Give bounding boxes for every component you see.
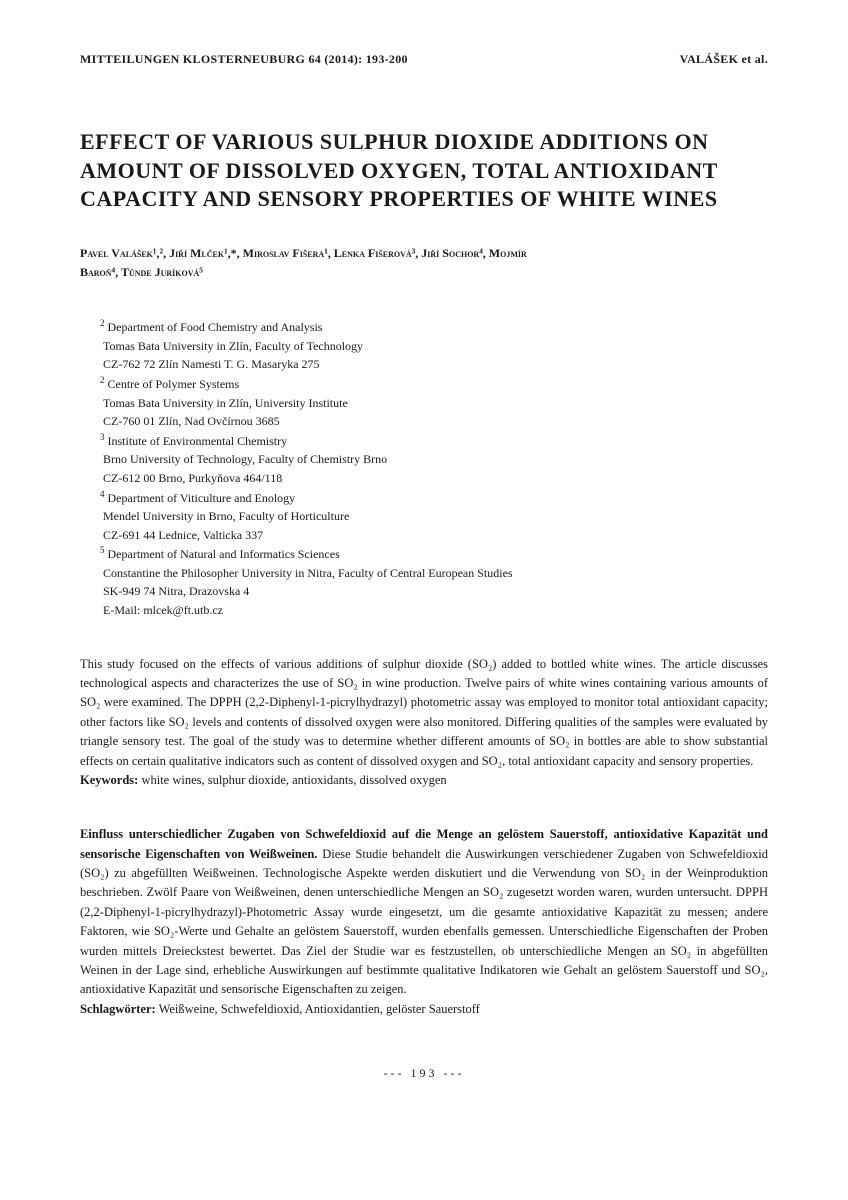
page-header: MITTEILUNGEN KLOSTERNEUBURG 64 (2014): 1… [80, 50, 768, 68]
abstract-en-text: This study focused on the effects of var… [80, 657, 768, 768]
affiliation-5: 5 Department of Natural and Informatics … [100, 544, 768, 601]
abstract-de-text: Diese Studie behandelt die Auswirkungen … [80, 847, 768, 997]
authors-line-2: Baroň⁴, Tünde Juríková⁵ [80, 265, 203, 279]
keywords-label-de: Schlagwörter: [80, 1002, 156, 1016]
keywords-label-en: Keywords: [80, 773, 138, 787]
keywords-de: Weißweine, Schwefeldioxid, Antioxidantie… [159, 1002, 480, 1016]
affiliation-1: 2 Department of Food Chemistry and Analy… [100, 317, 768, 374]
authors-line-1: Pavel Valášek¹,², Jiří Mlček¹,*, Mirosla… [80, 246, 527, 260]
page-number: --- 193 --- [80, 1064, 768, 1082]
affiliations-block: 2 Department of Food Chemistry and Analy… [100, 317, 768, 620]
journal-reference: MITTEILUNGEN KLOSTERNEUBURG 64 (2014): 1… [80, 50, 408, 68]
affiliation-3: 3 Institute of Environmental Chemistry B… [100, 431, 768, 488]
authors-list: Pavel Valášek¹,², Jiří Mlček¹,*, Mirosla… [80, 244, 768, 282]
author-short: VALÁŠEK et al. [680, 50, 768, 68]
abstract-german: Einfluss unterschiedlicher Zugaben von S… [80, 825, 768, 1019]
affiliation-2: 2 Centre of Polymer Systems Tomas Bata U… [100, 374, 768, 431]
article-title: EFFECT OF VARIOUS SULPHUR DIOXIDE ADDITI… [80, 128, 768, 214]
abstract-english: This study focused on the effects of var… [80, 655, 768, 791]
correspondence-email: E-Mail: mlcek@ft.utb.cz [100, 601, 768, 620]
keywords-en: white wines, sulphur dioxide, antioxidan… [141, 773, 446, 787]
affiliation-4: 4 Department of Viticulture and Enology … [100, 488, 768, 545]
